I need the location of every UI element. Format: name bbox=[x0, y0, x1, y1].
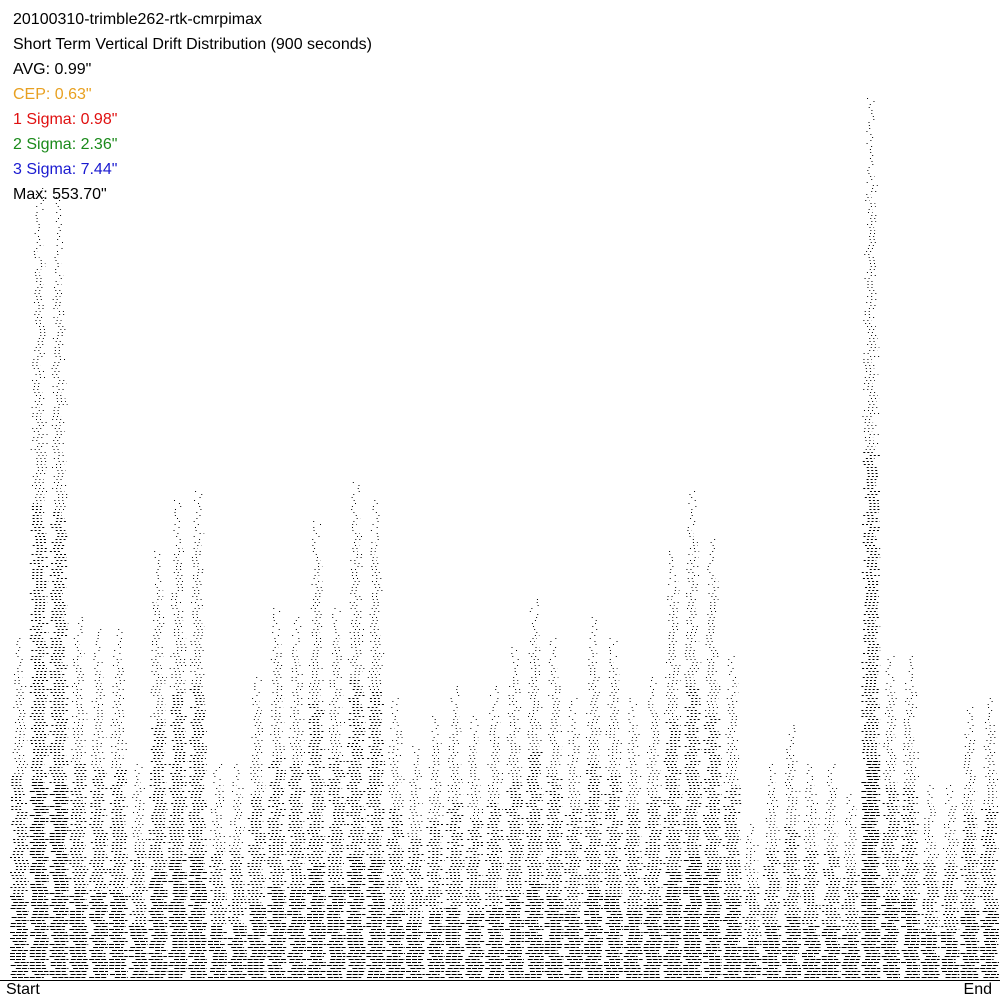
dot-column bbox=[148, 551, 168, 978]
dot-column bbox=[386, 698, 405, 978]
dot-column bbox=[109, 629, 128, 978]
plot-area bbox=[10, 98, 999, 978]
dot-column bbox=[505, 647, 524, 978]
stat-label: Max: 553.70" bbox=[13, 186, 107, 203]
stat-label: CEP: 0.63" bbox=[13, 86, 92, 103]
dot-column bbox=[960, 707, 980, 978]
dot-column bbox=[485, 686, 504, 978]
dot-column bbox=[346, 482, 366, 978]
dot-column bbox=[445, 686, 465, 978]
chart-title: 20100310-trimble262-rtk-cmrpimax bbox=[13, 11, 262, 28]
dot-column bbox=[881, 656, 900, 978]
dot-column bbox=[326, 608, 346, 978]
dot-column bbox=[307, 521, 326, 978]
dot-column bbox=[663, 551, 683, 978]
dot-column bbox=[742, 824, 762, 978]
dot-column bbox=[247, 677, 267, 978]
dot-column bbox=[980, 698, 999, 978]
dot-column bbox=[10, 638, 29, 978]
chart-subtitle: Short Term Vertical Drift Distribution (… bbox=[13, 36, 372, 53]
dot-column bbox=[782, 725, 801, 978]
stat-label: 1 Sigma: 0.98" bbox=[13, 111, 117, 128]
dot-column bbox=[208, 764, 227, 978]
dot-column bbox=[901, 656, 920, 978]
dot-column bbox=[722, 656, 742, 978]
x-start-label: Start bbox=[6, 981, 40, 998]
stat-label: 2 Sigma: 2.36" bbox=[13, 136, 117, 153]
dot-column bbox=[366, 500, 386, 978]
x-end-label: End bbox=[964, 981, 992, 998]
dot-column bbox=[920, 785, 940, 978]
dot-column bbox=[564, 698, 584, 978]
stat-label: 3 Sigma: 7.44" bbox=[13, 161, 117, 178]
dot-column bbox=[802, 764, 821, 978]
dot-column bbox=[623, 698, 643, 978]
dot-column bbox=[762, 764, 782, 978]
dot-column bbox=[465, 716, 485, 978]
dot-column bbox=[604, 638, 623, 978]
dot-column bbox=[168, 500, 188, 978]
dot-column bbox=[267, 608, 287, 978]
dot-column bbox=[584, 617, 603, 978]
dot-column bbox=[544, 638, 564, 978]
dot-column bbox=[406, 746, 425, 978]
dot-column bbox=[841, 794, 861, 978]
dot-column bbox=[703, 539, 722, 978]
dot-column bbox=[821, 764, 841, 978]
stat-label: AVG: 0.99" bbox=[13, 61, 91, 78]
dot-column bbox=[29, 188, 49, 978]
dot-column bbox=[188, 491, 207, 978]
dot-column bbox=[287, 617, 306, 978]
dot-column bbox=[861, 98, 881, 978]
dot-column bbox=[425, 716, 445, 978]
stats: AVG: 0.99" CEP: 0.63" 1 Sigma: 0.98" 2 Sigm… bbox=[13, 61, 117, 203]
dot-column bbox=[128, 764, 148, 978]
dot-column bbox=[69, 617, 89, 978]
dot-column bbox=[49, 197, 69, 978]
dot-column bbox=[683, 491, 702, 978]
dot-column bbox=[643, 677, 663, 978]
dot-column bbox=[524, 599, 544, 978]
dot-column bbox=[89, 629, 108, 978]
dot-column bbox=[940, 785, 960, 978]
dot-column bbox=[227, 764, 247, 978]
